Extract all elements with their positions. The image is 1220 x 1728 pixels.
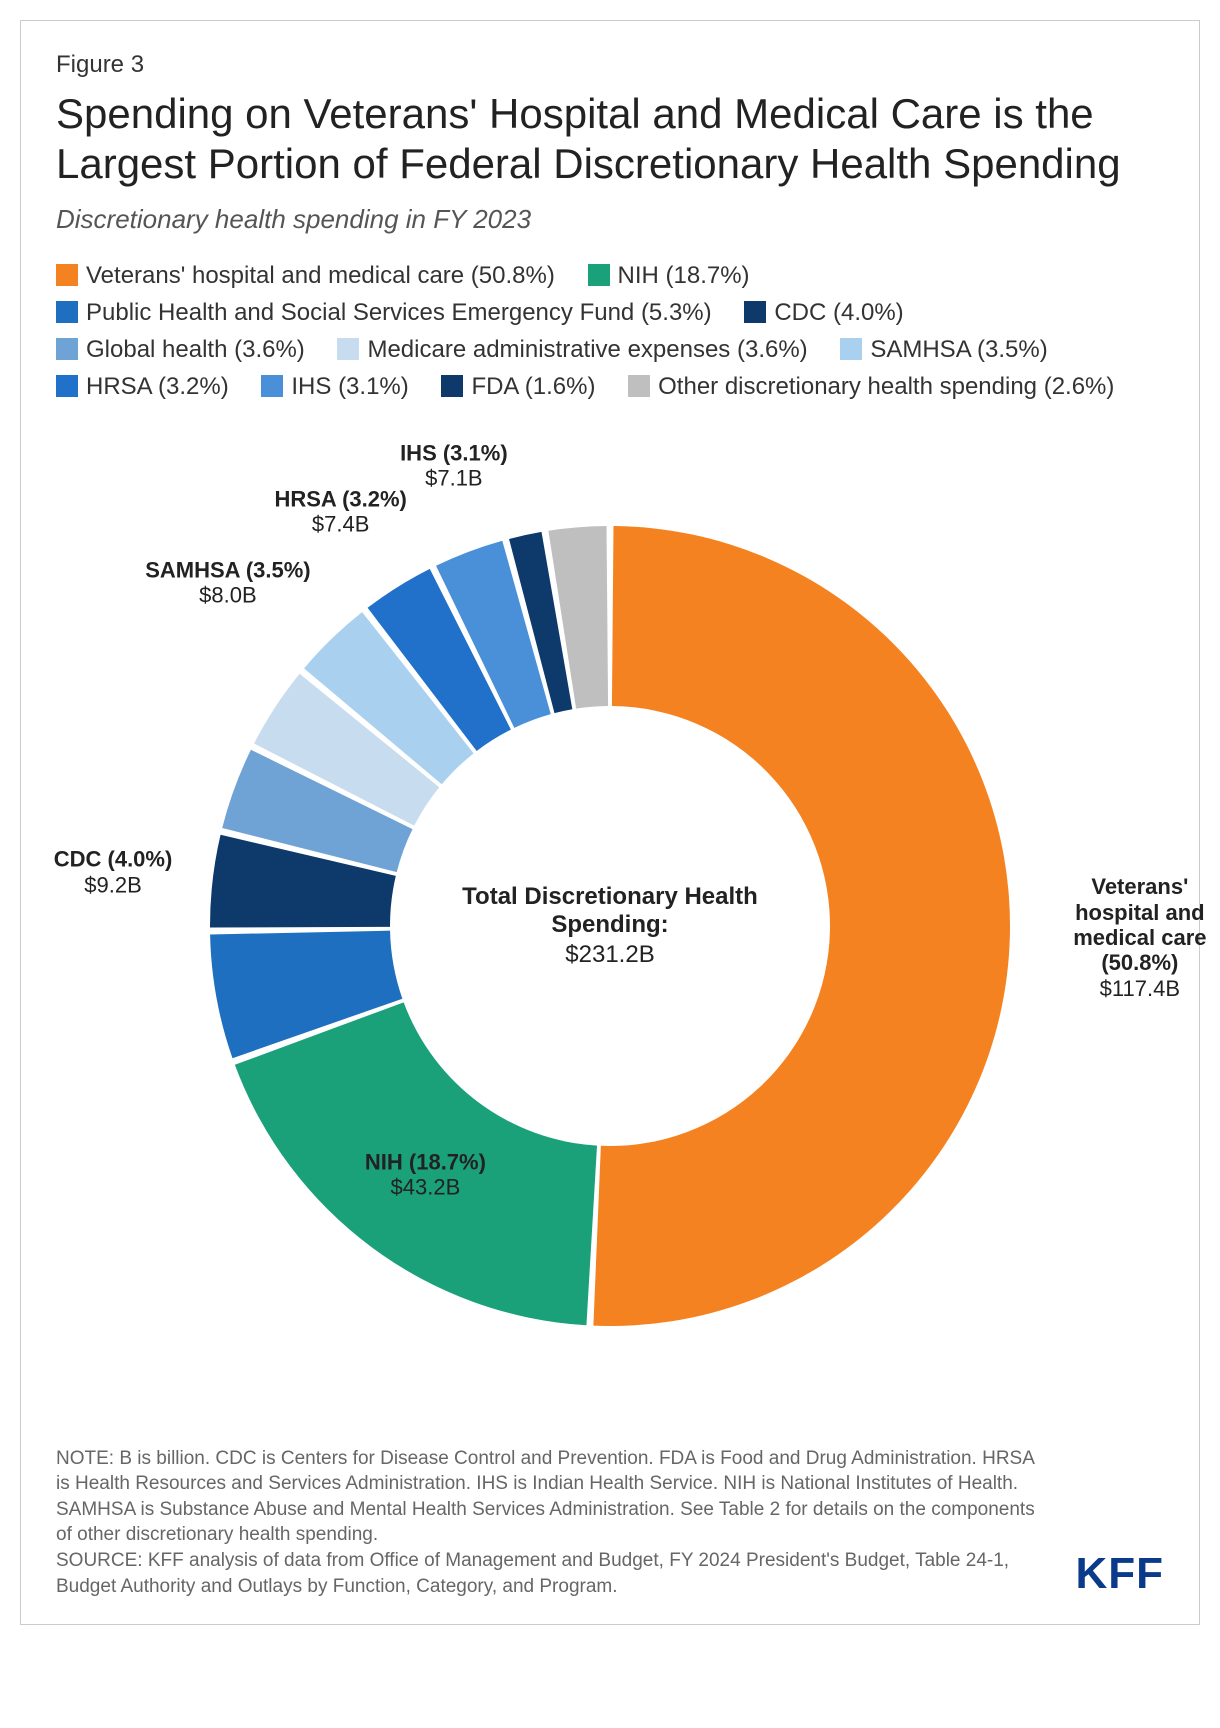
- legend-item: Public Health and Social Services Emerge…: [56, 294, 712, 331]
- legend-label: FDA (1.6%): [471, 373, 595, 400]
- legend-label: Global health (3.6%): [86, 336, 305, 363]
- legend-label: Public Health and Social Services Emerge…: [86, 299, 712, 326]
- legend-swatch: [441, 375, 463, 397]
- legend-item: Veterans' hospital and medical care (50.…: [56, 257, 555, 294]
- legend-swatch: [56, 375, 78, 397]
- legend-label: Other discretionary health spending (2.6…: [658, 373, 1114, 400]
- slice-label: NIH (18.7%)$43.2B: [365, 1149, 486, 1200]
- legend-item: Global health (3.6%): [56, 331, 305, 368]
- legend-swatch: [56, 338, 78, 360]
- legend-swatch: [337, 338, 359, 360]
- center-value: $231.2B: [440, 941, 780, 969]
- legend-item: IHS (3.1%): [261, 368, 408, 405]
- legend-swatch: [261, 375, 283, 397]
- legend-label: CDC (4.0%): [774, 299, 903, 326]
- figure-container: Figure 3 Spending on Veterans' Hospital …: [20, 20, 1200, 1625]
- legend-item: CDC (4.0%): [744, 294, 903, 331]
- center-title: Total Discretionary Health Spending:: [440, 883, 780, 939]
- legend-label: SAMHSA (3.5%): [870, 336, 1047, 363]
- legend-item: Medicare administrative expenses (3.6%): [337, 331, 807, 368]
- slice-label: CDC (4.0%)$9.2B: [54, 847, 173, 898]
- slice-label: HRSA (3.2%)$7.4B: [274, 487, 406, 538]
- legend-item: HRSA (3.2%): [56, 368, 229, 405]
- notes: NOTE: B is billion. CDC is Centers for D…: [56, 1446, 1045, 1600]
- slice-label: IHS (3.1%)$7.1B: [400, 441, 508, 492]
- legend-label: Veterans' hospital and medical care (50.…: [86, 262, 555, 289]
- legend-item: NIH (18.7%): [588, 257, 750, 294]
- slice-label: Veterans' hospital and medical care (50.…: [1060, 874, 1220, 1000]
- figure-number: Figure 3: [56, 51, 1164, 79]
- legend-label: IHS (3.1%): [291, 373, 408, 400]
- note-text: NOTE: B is billion. CDC is Centers for D…: [56, 1446, 1045, 1549]
- slice-label: SAMHSA (3.5%)$8.0B: [145, 558, 310, 609]
- legend-swatch: [588, 264, 610, 286]
- chart-subtitle: Discretionary health spending in FY 2023: [56, 204, 1164, 235]
- legend: Veterans' hospital and medical care (50.…: [56, 257, 1164, 406]
- legend-swatch: [840, 338, 862, 360]
- legend-swatch: [56, 264, 78, 286]
- legend-item: SAMHSA (3.5%): [840, 331, 1047, 368]
- legend-swatch: [744, 301, 766, 323]
- legend-label: Medicare administrative expenses (3.6%): [367, 336, 807, 363]
- legend-item: Other discretionary health spending (2.6…: [628, 368, 1114, 405]
- legend-swatch: [628, 375, 650, 397]
- source-text: SOURCE: KFF analysis of data from Office…: [56, 1548, 1045, 1599]
- donut-chart: Total Discretionary Health Spending: $23…: [120, 436, 1100, 1416]
- legend-swatch: [56, 301, 78, 323]
- legend-label: NIH (18.7%): [618, 262, 750, 289]
- center-label: Total Discretionary Health Spending: $23…: [440, 883, 780, 969]
- footer: NOTE: B is billion. CDC is Centers for D…: [56, 1446, 1164, 1600]
- legend-item: FDA (1.6%): [441, 368, 595, 405]
- kff-logo: KFF: [1075, 1549, 1164, 1599]
- chart-title: Spending on Veterans' Hospital and Medic…: [56, 89, 1164, 190]
- chart-area: Total Discretionary Health Spending: $23…: [56, 436, 1164, 1416]
- legend-label: HRSA (3.2%): [86, 373, 229, 400]
